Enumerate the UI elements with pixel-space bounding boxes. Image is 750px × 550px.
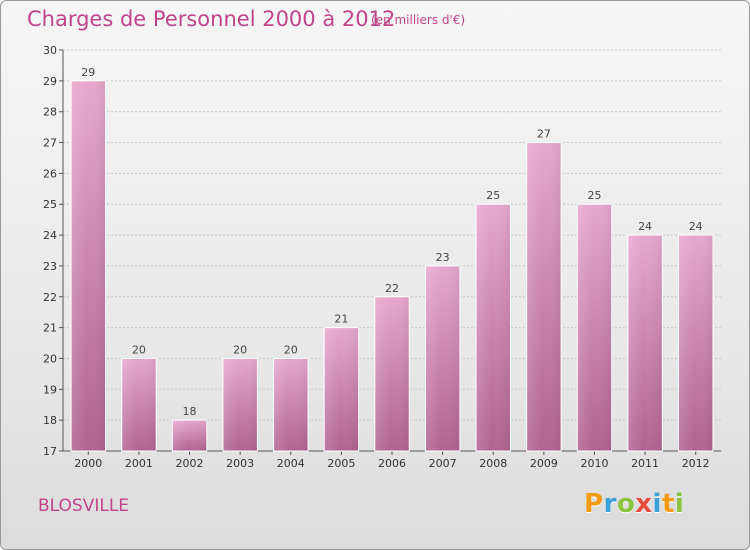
data-label: 24 (638, 220, 652, 233)
y-tick-label: 26 (43, 167, 57, 180)
bar-shine (172, 420, 207, 451)
x-tick-label: 2012 (682, 457, 710, 470)
bar-shine (374, 296, 410, 451)
proxiti-logo[interactable]: Proxiti (584, 489, 684, 519)
bar-shine (476, 204, 511, 451)
label-layer: 29 20 18 20 20 21 22 23 25 27 25 24 24 (81, 66, 702, 418)
y-tick-label: 27 (43, 137, 57, 150)
bar-shine (526, 142, 562, 452)
bar-shine (324, 327, 359, 451)
bar-shine (71, 80, 106, 451)
bar-shine (678, 235, 713, 451)
x-tick-label: 2008 (479, 457, 507, 470)
logo-letter: o (616, 489, 636, 519)
data-label: 29 (81, 66, 95, 79)
y-tick-label: 24 (43, 229, 57, 242)
y-tick-label: 21 (43, 322, 57, 335)
bar-shine (425, 265, 460, 451)
y-tick-label: 28 (43, 106, 57, 119)
x-tick-label: 2002 (176, 457, 204, 470)
commune-name: BLOSVILLE (38, 496, 130, 516)
y-tick-label: 19 (43, 383, 57, 396)
bar-shine (121, 358, 157, 451)
x-tick-label: 2011 (631, 457, 659, 470)
logo-letter: i (674, 489, 685, 519)
data-label: 27 (537, 128, 551, 141)
logo-letter: t (661, 489, 675, 519)
chart-title: Charges de Personnel 2000 à 2012 (27, 7, 396, 31)
data-label: 22 (385, 282, 399, 295)
logo-letter: i (652, 489, 662, 519)
x-tick-label: 2010 (580, 457, 608, 470)
data-label: 24 (689, 220, 703, 233)
bar-layer (70, 80, 714, 452)
bar-shine (273, 358, 308, 451)
x-tick-label: 2004 (277, 457, 305, 470)
data-label: 25 (486, 189, 500, 202)
x-tick-label: 2001 (125, 457, 153, 470)
x-tick-label: 2006 (378, 457, 406, 470)
x-tick-label: 2003 (226, 457, 254, 470)
x-tick-label: 2009 (530, 457, 558, 470)
y-tick-label: 23 (43, 260, 57, 273)
bar-shine (577, 204, 612, 451)
x-tick-label: 2000 (74, 457, 102, 470)
bar-shine (222, 358, 258, 451)
y-tick-label: 18 (43, 414, 57, 427)
x-tick-label: 2005 (327, 457, 355, 470)
data-label: 18 (183, 405, 197, 418)
data-label: 20 (132, 343, 146, 356)
logo-letter: x (635, 489, 653, 519)
axis-layer: 17 18 19 20 21 22 23 24 25 26 27 28 29 30 2000 2001 2002… (43, 44, 721, 470)
chart-subtitle: (en milliers d'€) (371, 13, 466, 27)
data-label: 25 (587, 189, 601, 202)
data-label: 20 (284, 343, 298, 356)
y-tick-label: 30 (43, 44, 57, 57)
y-tick-label: 29 (43, 75, 57, 88)
bar-shine (627, 235, 663, 451)
logo-letter: P (584, 489, 604, 519)
x-tick-label: 2007 (429, 457, 457, 470)
y-tick-label: 20 (43, 352, 57, 365)
data-label: 21 (334, 313, 348, 326)
y-tick-label: 17 (43, 445, 57, 458)
y-tick-label: 25 (43, 198, 57, 211)
data-label: 20 (233, 343, 247, 356)
logo-letter: r (603, 489, 617, 519)
y-tick-label: 22 (43, 291, 57, 304)
data-label: 23 (436, 251, 450, 264)
